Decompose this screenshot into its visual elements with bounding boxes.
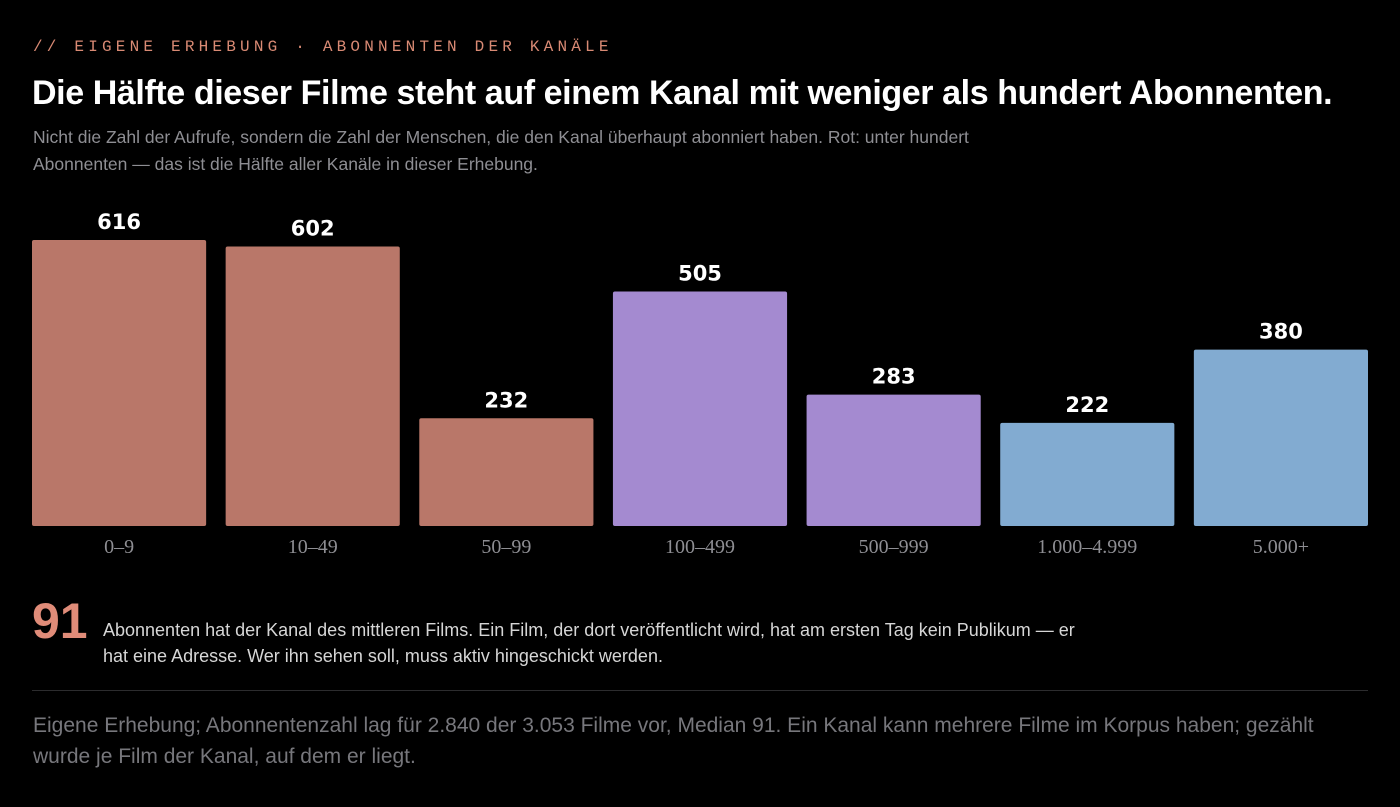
bar-value-label: 380 bbox=[1259, 320, 1303, 344]
bar-10–49 bbox=[225, 246, 400, 526]
bar-value-label: 602 bbox=[291, 217, 335, 241]
category-label: 1.000–4.999 bbox=[1037, 536, 1137, 558]
divider bbox=[32, 690, 1368, 691]
bar-500–999 bbox=[806, 394, 981, 526]
bar-1.000–4.999 bbox=[1000, 422, 1175, 526]
bar-chart: 616 0–9 602 10–49 232 50–99 505 100–499 283 500–9… bbox=[32, 210, 1368, 558]
chart-title: Die Hälfte dieser Filme steht auf einem … bbox=[32, 74, 1333, 112]
category-label: 0–9 bbox=[104, 536, 134, 558]
footnote: Eigene Erhebung; Abonnentenzahl lag für … bbox=[33, 714, 1314, 768]
bar-value-label: 222 bbox=[1065, 393, 1109, 417]
stat-number: 91 bbox=[32, 593, 88, 649]
bar-value-label: 616 bbox=[97, 210, 141, 234]
bar-0–9 bbox=[32, 240, 207, 526]
bar-100–499 bbox=[612, 291, 788, 526]
category-label: 100–499 bbox=[665, 536, 735, 558]
stat-text: Abonnenten hat der Kanal des mittleren F… bbox=[103, 620, 1075, 666]
kicker: // EIGENE ERHEBUNG · ABONNENTEN DER KANÄ… bbox=[33, 38, 613, 56]
category-label: 5.000+ bbox=[1253, 536, 1309, 558]
category-label: 500–999 bbox=[859, 536, 929, 558]
chart-subtitle: Nicht die Zahl der Aufrufe, sondern die … bbox=[33, 127, 969, 174]
category-label: 50–99 bbox=[481, 536, 531, 558]
bar-value-label: 232 bbox=[484, 388, 528, 412]
category-label: 10–49 bbox=[288, 536, 338, 558]
bar-50–99 bbox=[419, 418, 594, 526]
bar-value-label: 505 bbox=[678, 262, 722, 286]
bar-5.000+ bbox=[1193, 349, 1368, 526]
bar-value-label: 283 bbox=[872, 365, 916, 389]
